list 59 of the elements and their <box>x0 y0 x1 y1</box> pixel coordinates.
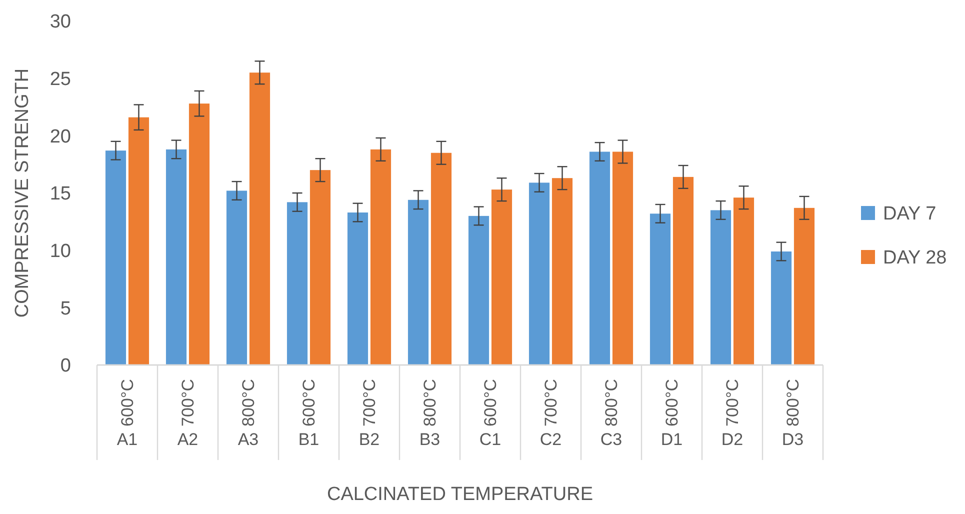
bar <box>770 251 792 365</box>
bar <box>105 150 126 365</box>
bar <box>226 190 248 365</box>
x-tick-label: 600°C <box>662 379 682 426</box>
y-tick-label: 25 <box>50 68 71 90</box>
bar <box>249 72 270 365</box>
bar <box>430 152 452 365</box>
text: A3 <box>238 430 259 449</box>
bar <box>347 212 368 365</box>
y-tick-label: 15 <box>50 184 71 205</box>
x-tick-label: 700°C <box>723 379 742 426</box>
x-tick-label: 600°C <box>118 379 138 426</box>
text: C3 <box>600 430 622 449</box>
text: C2 <box>540 430 562 449</box>
bar <box>408 200 429 365</box>
text: B2 <box>358 430 380 449</box>
bar <box>650 214 671 365</box>
x-tick-label: 800°C <box>239 379 258 426</box>
x-tick-label: 600°C <box>300 379 319 426</box>
bar <box>491 190 512 365</box>
y-tick-label: 10 <box>50 240 71 262</box>
y-axis-title: COMPRESSIVE STRENGTH <box>12 68 33 318</box>
legend-label: DAY 28 <box>883 248 947 269</box>
text: A1 <box>116 430 138 449</box>
text: D3 <box>782 430 804 449</box>
bar <box>612 152 634 365</box>
y-tick-label: 20 <box>50 126 71 148</box>
text: B3 <box>419 430 440 449</box>
text: B1 <box>298 430 320 449</box>
x-tick-label: 800°C <box>602 379 622 426</box>
bar <box>710 210 732 365</box>
x-tick-label: 600°C <box>481 379 500 426</box>
bar <box>794 208 815 365</box>
y-tick-label: 30 <box>50 12 71 33</box>
bar <box>589 152 610 365</box>
bar <box>528 182 550 365</box>
bar <box>128 117 150 365</box>
x-tick-label: 800°C <box>784 379 803 426</box>
text: D1 <box>660 430 683 449</box>
text: D2 <box>721 430 744 449</box>
x-axis-title: CALCINATED TEMPERATURE <box>326 484 594 505</box>
bar <box>166 149 187 365</box>
bar <box>672 176 694 365</box>
bar <box>468 216 490 365</box>
bar <box>310 170 331 365</box>
x-tick-label: 800°C <box>420 379 440 426</box>
bar <box>188 104 210 365</box>
bar <box>370 149 392 365</box>
bar <box>733 198 754 365</box>
bar <box>552 178 573 365</box>
text: C1 <box>479 430 502 449</box>
y-tick-label: 0 <box>60 356 71 377</box>
bar <box>286 202 308 365</box>
y-tick-label: 5 <box>60 298 71 320</box>
legend-label: DAY 7 <box>883 204 936 225</box>
text: A2 <box>177 430 198 449</box>
x-tick-label: 700°C <box>542 379 561 426</box>
x-tick-label: 700°C <box>360 379 380 426</box>
x-tick-label: 700°C <box>178 379 198 426</box>
